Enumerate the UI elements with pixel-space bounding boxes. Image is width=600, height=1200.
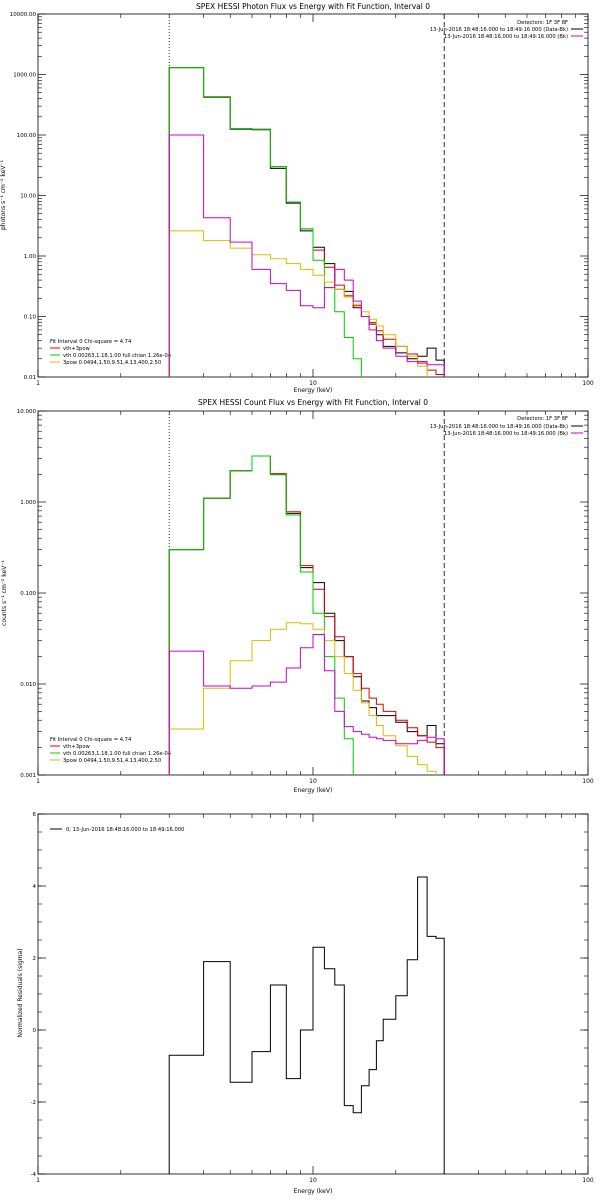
count-plot-area: 1 10 100 0.001 0.010 0.100 1.000 10.000 [17, 409, 594, 785]
c0-series-data-bk [168, 67, 445, 377]
c1-series-vth [168, 455, 354, 775]
c2-y-tick-label: 6 [33, 812, 37, 818]
c0-x-tick-label: 10 [309, 380, 317, 387]
c1-y-ticks: 0.001 0.010 0.100 1.000 10.000 [17, 409, 588, 779]
c1-fit-legend-text: vth 0.00263,1.18,1.00 full chian 1.26e-0… [63, 751, 172, 757]
c2-y-tick-label: 0 [33, 1028, 37, 1034]
count-fit-legend: Fit Interval 0 Chi-square = 4.74vth+3pow… [50, 737, 172, 764]
c0-y-tick-label: 100.00 [17, 133, 37, 139]
c2-x-tick-label: 10 [309, 1177, 317, 1184]
c0-y-tick-label: 1000.00 [13, 73, 36, 79]
c1-x-tick-label: 1 [36, 778, 40, 785]
c2-x-tick-label: 100 [582, 1177, 594, 1184]
residuals-y-axis-label: Normalized Residuals (sigma) [17, 948, 24, 1037]
c0-top-legend-text: 13-Jun-2016 18:48:16.000 to 18:49:16.000… [444, 34, 568, 40]
count-top-legend: 13-Jun-2016 18:48:16.000 to 18:49:16.000… [430, 424, 583, 437]
c1-y-tick-label: 0.010 [20, 682, 36, 688]
c2-y-tick-label: -4 [31, 1172, 37, 1178]
residuals-panel: Normalized Residuals (sigma) Energy (keV… [17, 812, 594, 1195]
residuals-plot-area: 1 10 100 -4 -2 0 2 4 6 [31, 812, 594, 1184]
count-chart-title: SPEX HESSI Count Flux vs Energy with Fit… [198, 398, 428, 407]
c1-x-tick-label: 100 [582, 778, 594, 785]
c2-legend-text: 0, 13-Jun-2016 18:48:16.000 to 18:49:16.… [66, 827, 184, 833]
photon-detectors-label: Detectors: 1F 3F 8F [517, 20, 568, 26]
c0-series-vth-3pow [168, 67, 445, 377]
c0-x-tick-label: 100 [582, 380, 594, 387]
c0-fit-legend-text: 3pow 0.0494,1.50,9.51,4.13,400,2.50 [63, 360, 161, 366]
c0-y-ticks: 0.01 0.10 1.00 10.00 100.00 1000.00 10000.00 [10, 12, 588, 381]
c0-x-ticks: 1 10 100 [36, 14, 594, 387]
c1-y-tick-label: 10.000 [17, 409, 37, 415]
c1-series-3pow [168, 622, 437, 775]
c1-x-tick-label: 10 [309, 778, 317, 785]
c2-y-tick-label: 2 [33, 956, 37, 962]
c0-y-tick-label: 1.00 [24, 254, 37, 260]
photon-fit-legend: Fit Interval 0 Chi-square = 4.74vth+3pow… [50, 339, 172, 366]
residuals-legend: 0, 13-Jun-2016 18:48:16.000 to 18:49:16.… [50, 827, 184, 833]
c0-series-group [168, 67, 445, 377]
c0-y-tick-label: 10000.00 [10, 12, 37, 18]
c0-x-tick-label: 1 [36, 380, 40, 387]
c0-fit-legend-header: Fit Interval 0 Chi-square = 4.74 [50, 339, 132, 345]
c1-y-tick-label: 1.000 [20, 500, 36, 506]
c2-x-tick-label: 1 [36, 1177, 40, 1184]
residuals-x-axis-label: Energy (keV) [294, 1188, 333, 1195]
c1-y-tick-label: 0.100 [20, 591, 36, 597]
c0-top-legend-text: 13-Jun-2016 18:48:16.000 to 18:49:16.000… [430, 27, 568, 33]
c2-x-ticks: 1 10 100 [36, 814, 594, 1184]
c1-series-bk [168, 634, 445, 775]
c2-y-tick-label: 4 [33, 884, 37, 890]
c0-plot-frame [37, 13, 589, 378]
c1-fit-legend-text: vth+3pow [63, 744, 91, 750]
c1-fit-legend-text: 3pow 0.0494,1.50,9.51,4.13,400,2.50 [63, 758, 161, 764]
c1-series-data-bk [168, 455, 445, 775]
c0-fit-legend-text: vth+3pow [63, 346, 91, 352]
c2-y-ticks: -4 -2 0 2 4 6 [31, 812, 588, 1178]
count-flux-panel: SPEX HESSI Count Flux vs Energy with Fit… [1, 398, 594, 794]
count-y-axis-label: counts s⁻¹ cm⁻² keV⁻¹ [1, 560, 8, 626]
c0-fit-legend-text: vth 0.00263,1.18,1.00 full chian 1.26e-0… [63, 353, 172, 359]
photon-plot-area: 1 10 100 0.01 0.10 1.00 10.00 100.00 1000.00 1000… [10, 12, 594, 387]
c1-fit-legend-header: Fit Interval 0 Chi-square = 4.74 [50, 737, 132, 743]
c1-x-ticks: 1 10 100 [36, 411, 594, 785]
c0-y-tick-label: 0.01 [24, 375, 36, 381]
c0-y-tick-label: 0.10 [24, 315, 37, 321]
photon-chart-title: SPEX HESSI Photon Flux vs Energy with Fi… [196, 2, 430, 11]
c2-series-residuals [168, 876, 445, 1174]
c1-top-legend-text: 13-Jun-2016 18:48:16.000 to 18:49:16.000… [430, 424, 568, 430]
c1-series-vth-3pow [168, 455, 445, 775]
c1-series-group [168, 455, 445, 775]
c0-series-bk [168, 134, 445, 377]
count-detectors-label: Detectors: 1F 3F 8F [517, 416, 568, 422]
photon-flux-panel: SPEX HESSI Photon Flux vs Energy with Fi… [0, 2, 594, 394]
c0-y-tick-label: 10.00 [20, 194, 36, 200]
c1-top-legend-text: 13-Jun-2016 18:48:16.000 to 18:49:16.000… [444, 431, 568, 437]
photon-top-legend: 13-Jun-2016 18:48:16.000 to 18:49:16.000… [430, 27, 583, 40]
c2-y-tick-label: -2 [31, 1100, 36, 1106]
photon-y-axis-label: photons s⁻¹ cm⁻² keV⁻¹ [0, 159, 7, 230]
count-x-axis-label: Energy (keV) [294, 787, 333, 794]
c1-y-tick-label: 0.001 [20, 773, 36, 779]
photon-x-axis-label: Energy (keV) [294, 387, 333, 394]
c2-series-group [168, 876, 445, 1174]
c0-series-vth [168, 67, 362, 377]
